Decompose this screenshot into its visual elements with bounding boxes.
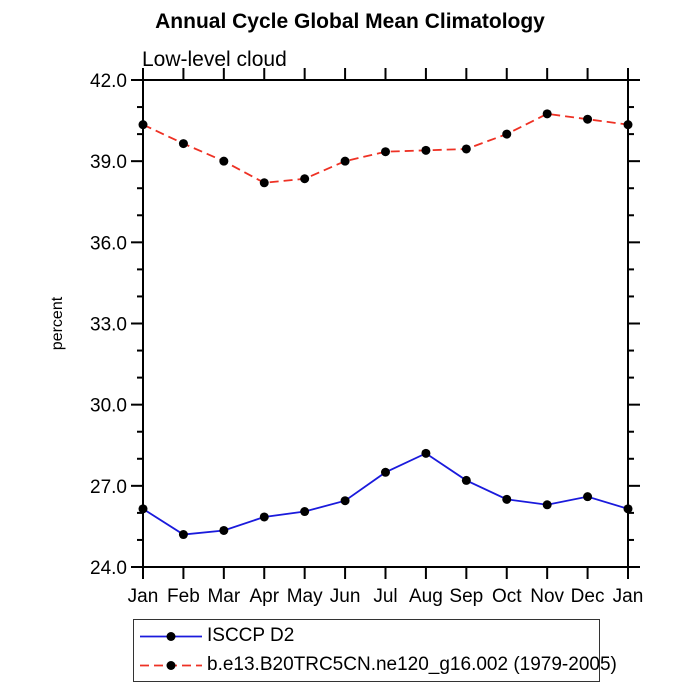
svg-text:39.0: 39.0 [90,152,127,173]
legend: ISCCP D2 b.e13.B20TRC5CN.ne120_g16.002 (… [133,619,617,682]
plot-area: 24.0 27.0 30.0 33.0 36.0 39.0 42.0 Jan Feb Mar Apr… [49,68,643,607]
svg-text:Dec: Dec [571,586,605,607]
svg-text:42.0: 42.0 [90,71,127,92]
svg-text:May: May [287,586,323,607]
svg-text:Jan: Jan [613,586,644,607]
svg-text:Jul: Jul [373,586,397,607]
svg-text:24.0: 24.0 [90,558,127,579]
svg-text:Jan: Jan [128,586,159,607]
legend-dashed-line-marker-icon [140,660,202,670]
series-1 [138,109,633,188]
tick-labels: 24.0 27.0 30.0 33.0 36.0 39.0 42.0 Jan Feb Mar Apr… [90,71,643,607]
legend-item-model: b.e13.B20TRC5CN.ne120_g16.002 (1979-2005… [138,651,617,680]
svg-text:36.0: 36.0 [90,233,127,254]
svg-text:Oct: Oct [492,586,522,607]
svg-text:Sep: Sep [449,586,483,607]
legend-item-isccp: ISCCP D2 [138,622,599,651]
y-axis-title: percent [49,296,66,350]
svg-text:27.0: 27.0 [90,477,127,498]
svg-text:Mar: Mar [207,586,240,607]
svg-text:Jun: Jun [330,586,361,607]
svg-text:33.0: 33.0 [90,315,127,336]
axes [131,68,640,579]
legend-label: b.e13.B20TRC5CN.ne120_g16.002 (1979-2005… [207,654,617,675]
svg-text:Apr: Apr [249,586,279,607]
svg-text:Feb: Feb [167,586,200,607]
chart-title: Annual Cycle Global Mean Climatology [155,10,545,33]
svg-text:Aug: Aug [409,586,443,607]
series-0 [138,448,633,540]
svg-text:30.0: 30.0 [90,396,127,417]
legend-solid-line-marker-icon [140,631,202,641]
chart-subtitle: Low-level cloud [142,48,287,71]
legend-label: ISCCP D2 [207,625,295,646]
svg-text:Nov: Nov [530,586,564,607]
